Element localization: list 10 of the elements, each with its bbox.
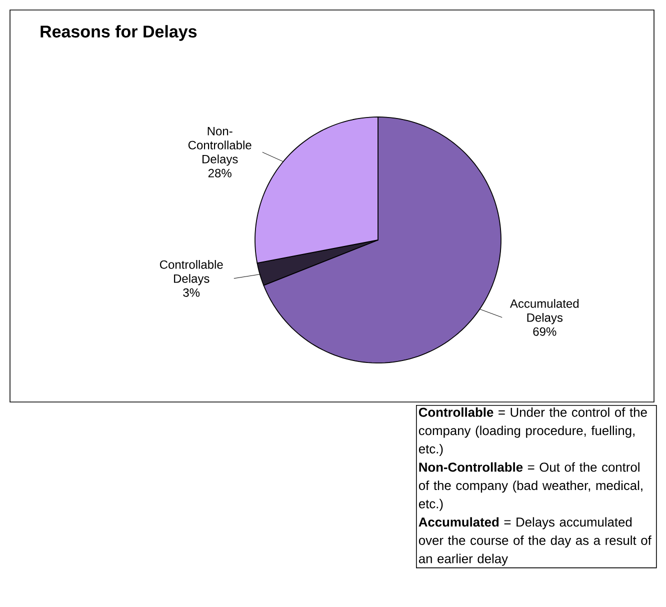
slice-label: Accumulated Delays [510,299,579,324]
data-label: 69% [533,327,556,336]
chart-title: Reasons for Delays [40,25,197,41]
data-label: 28% [208,168,232,178]
data-label: 3% [183,288,200,297]
slice-label: Non-Controllable Delays [188,127,252,166]
text: Accumulated = Delays accumulated over the course of the day as a result of an earlier delay [418,517,652,566]
slice-label: Controllable Delays [160,260,223,286]
text: Non-Controllable = Out of the control of the company (bad weather, medical, etc.) [418,462,642,511]
text: Controllable = Under the control of the company (loading procedure, fuelling, etc.) [418,407,647,456]
